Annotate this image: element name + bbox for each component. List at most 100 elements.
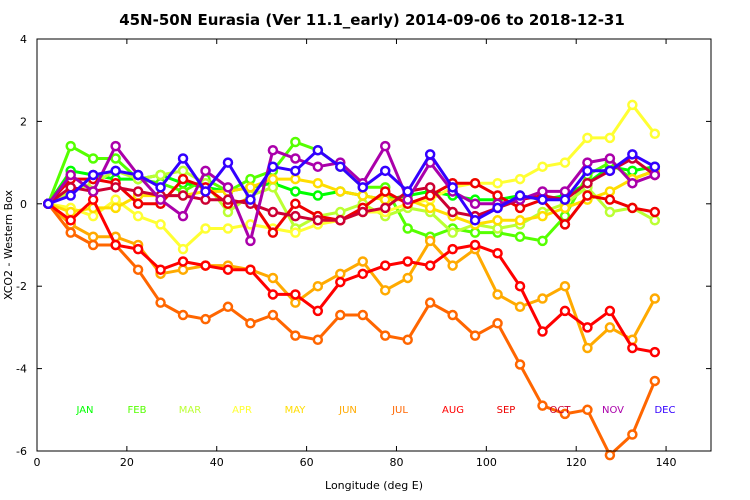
data-point — [177, 153, 189, 164]
data-point — [514, 231, 526, 243]
data-point — [357, 182, 369, 193]
data-point — [649, 169, 661, 181]
data-point — [604, 153, 616, 164]
data-point — [604, 186, 616, 197]
data-point — [424, 297, 436, 308]
data-point — [290, 210, 301, 222]
data-point — [514, 202, 526, 214]
data-point — [245, 235, 256, 247]
data-point — [267, 227, 279, 238]
x-axis-label: Longitude (deg E) — [325, 479, 423, 492]
data-point — [379, 260, 391, 271]
data-point — [267, 182, 279, 193]
data-point — [200, 260, 211, 271]
data-point — [627, 202, 638, 214]
data-point — [559, 157, 571, 168]
data-point — [357, 206, 369, 218]
data-point — [110, 140, 121, 152]
data-point — [537, 400, 548, 411]
data-point — [469, 215, 481, 226]
data-point — [312, 144, 324, 156]
data-point — [559, 280, 571, 292]
data-point — [424, 235, 436, 247]
data-point — [110, 153, 121, 164]
data-point — [537, 326, 548, 337]
data-point — [312, 280, 324, 292]
data-point — [110, 165, 121, 177]
data-point — [514, 190, 526, 201]
data-point — [200, 165, 211, 177]
data-point — [335, 268, 346, 280]
y-tick-label: -2 — [16, 280, 27, 293]
data-point — [402, 272, 413, 284]
data-point — [357, 256, 369, 267]
data-point — [424, 202, 436, 214]
data-point — [514, 173, 526, 185]
data-point — [627, 342, 638, 354]
data-point — [469, 177, 481, 189]
data-point — [290, 136, 301, 148]
data-point — [177, 256, 189, 267]
data-point — [335, 161, 346, 172]
data-point — [290, 186, 301, 197]
data-point — [177, 264, 189, 275]
x-tick-label: 40 — [210, 456, 224, 469]
data-point — [132, 264, 144, 275]
legend-item-oct: OCT — [550, 405, 572, 416]
data-point — [537, 235, 548, 247]
data-point — [537, 186, 548, 197]
data-point — [627, 177, 638, 189]
y-tick-label: -6 — [16, 445, 27, 458]
data-point — [379, 186, 391, 197]
data-point — [559, 408, 571, 420]
data-point — [379, 194, 391, 205]
data-point — [424, 182, 436, 193]
data-point — [559, 305, 571, 317]
series-line — [47, 177, 656, 235]
data-point — [604, 194, 616, 205]
data-point — [222, 223, 234, 234]
data-point — [177, 210, 189, 222]
legend-item-sep: SEP — [497, 405, 516, 416]
data-point — [627, 149, 638, 160]
data-point — [200, 186, 211, 197]
data-point — [582, 322, 593, 333]
data-point — [87, 231, 99, 243]
data-point — [177, 190, 189, 201]
data-point — [267, 309, 279, 321]
data-point — [379, 285, 391, 296]
data-point — [65, 206, 76, 218]
data-point — [200, 313, 211, 325]
data-point — [447, 206, 458, 218]
data-point — [402, 256, 413, 267]
data-point — [132, 186, 144, 197]
data-point — [492, 289, 503, 300]
data-point — [335, 309, 346, 321]
data-point — [290, 198, 301, 210]
data-point — [627, 99, 638, 111]
x-tick-label: 140 — [656, 456, 677, 469]
data-point — [447, 227, 458, 238]
data-point — [312, 215, 324, 226]
data-point — [267, 161, 279, 172]
data-point — [87, 210, 99, 222]
data-point — [267, 272, 279, 284]
data-point — [469, 330, 481, 341]
data-point — [469, 227, 481, 238]
series-dec — [42, 144, 661, 226]
legend: JAN FEB MAR APR MAY JUN JUL AUG SEP OCT NOV DEC — [75, 405, 675, 416]
legend-item-jul: JUL — [391, 405, 408, 416]
data-point — [245, 264, 256, 275]
data-point — [357, 190, 369, 201]
data-point — [290, 330, 301, 341]
data-point — [537, 210, 548, 222]
data-point — [290, 289, 301, 300]
data-point — [155, 219, 166, 230]
data-point — [290, 297, 301, 308]
data-point — [447, 182, 458, 193]
data-point — [492, 202, 503, 214]
data-point — [402, 186, 413, 197]
data-point — [65, 140, 76, 152]
data-point — [649, 215, 661, 226]
